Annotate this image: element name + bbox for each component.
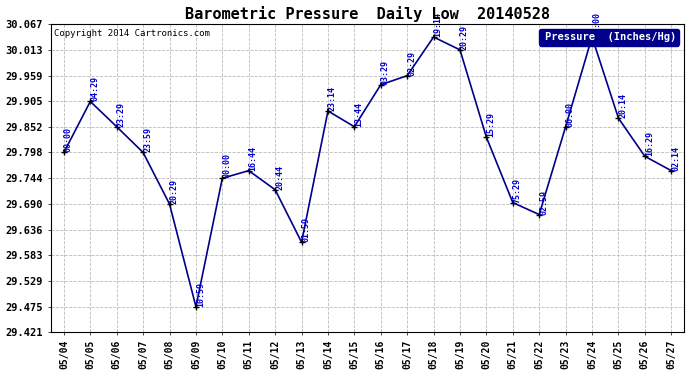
Legend: Pressure  (Inches/Hg): Pressure (Inches/Hg) — [539, 29, 679, 46]
Text: 20:29: 20:29 — [460, 25, 469, 50]
Text: 02:29: 02:29 — [407, 51, 416, 76]
Text: 03:29: 03:29 — [381, 60, 390, 85]
Text: 20:44: 20:44 — [275, 165, 284, 190]
Text: 00:00: 00:00 — [222, 153, 231, 178]
Text: 01:59: 01:59 — [302, 217, 310, 242]
Text: 06:00: 06:00 — [566, 102, 575, 127]
Text: 02:59: 02:59 — [539, 189, 549, 214]
Text: 00:00: 00:00 — [64, 128, 73, 153]
Text: 04:29: 04:29 — [90, 76, 99, 101]
Text: 16:44: 16:44 — [248, 146, 258, 171]
Text: 20:29: 20:29 — [170, 179, 179, 204]
Text: 23:59: 23:59 — [143, 128, 152, 153]
Text: 23:14: 23:14 — [328, 86, 337, 111]
Text: 16:29: 16:29 — [645, 131, 654, 156]
Text: 75:29: 75:29 — [513, 178, 522, 203]
Text: Copyright 2014 Cartronics.com: Copyright 2014 Cartronics.com — [54, 29, 210, 38]
Text: 23:29: 23:29 — [117, 102, 126, 127]
Text: 13:44: 13:44 — [355, 102, 364, 127]
Text: 15:29: 15:29 — [486, 112, 495, 137]
Title: Barometric Pressure  Daily Low  20140528: Barometric Pressure Daily Low 20140528 — [185, 6, 550, 21]
Text: 19:14: 19:14 — [433, 12, 442, 37]
Text: 20:00: 20:00 — [592, 12, 601, 37]
Text: 02:14: 02:14 — [671, 146, 680, 171]
Text: 10:59: 10:59 — [196, 282, 205, 307]
Text: 20:14: 20:14 — [618, 93, 627, 118]
